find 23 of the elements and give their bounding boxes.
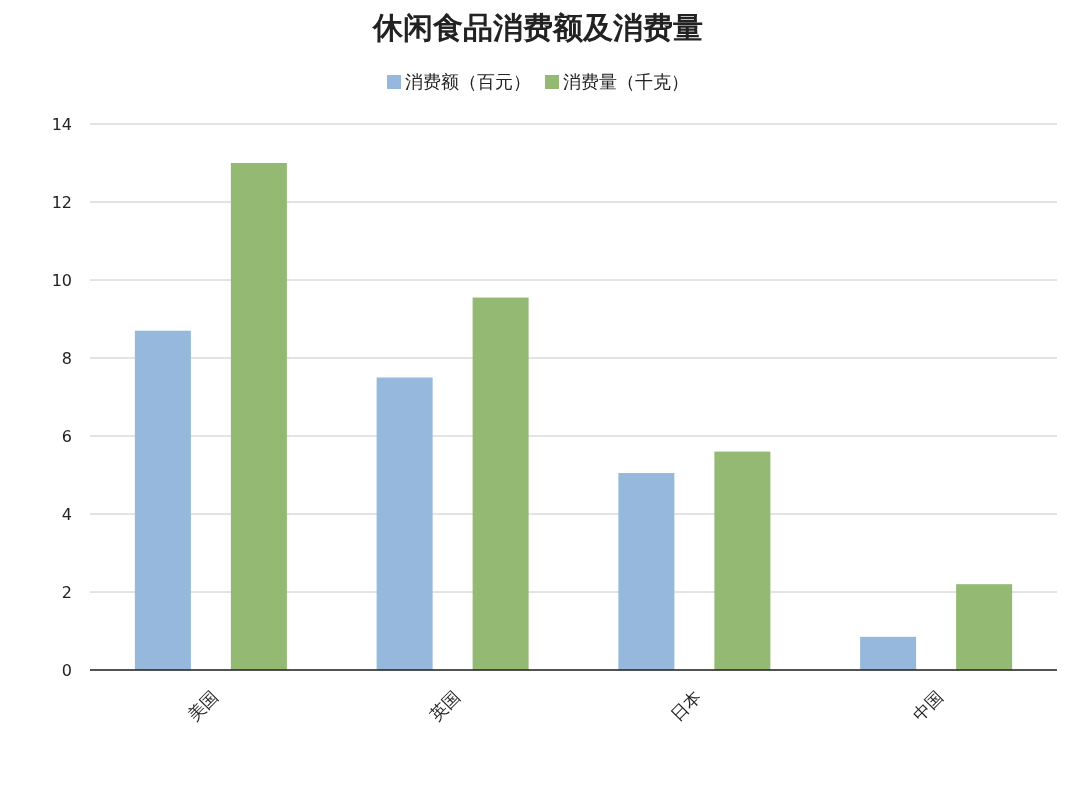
bar <box>230 163 287 670</box>
y-tick-label: 6 <box>61 427 72 446</box>
chart-title: 休闲食品消费额及消费量 <box>372 10 703 45</box>
bar <box>134 330 191 670</box>
x-tick-label: 日本 <box>667 686 706 725</box>
y-tick-label: 12 <box>51 193 72 212</box>
y-tick-label: 8 <box>61 349 72 368</box>
y-tick-label: 10 <box>51 271 72 290</box>
y-tick-label: 0 <box>61 661 72 680</box>
bar <box>618 473 675 670</box>
bar <box>860 636 917 670</box>
x-tick-label: 中国 <box>908 686 947 725</box>
bar <box>714 451 771 670</box>
legend-label: 消费额（百元） <box>405 71 531 92</box>
y-tick-label: 4 <box>61 505 72 524</box>
legend-label: 消费量（千克） <box>563 71 689 92</box>
bar <box>472 297 529 670</box>
y-tick-label: 2 <box>61 583 72 602</box>
bar <box>376 377 433 670</box>
x-tick-label: 美国 <box>183 686 222 725</box>
bar <box>956 584 1013 670</box>
y-tick-label: 14 <box>51 115 72 134</box>
x-tick-label: 英国 <box>425 686 464 725</box>
